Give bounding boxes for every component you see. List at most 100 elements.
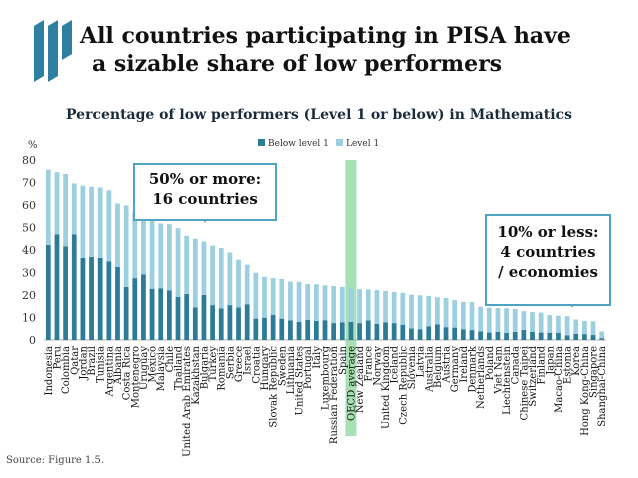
bar-below-level1: [236, 307, 241, 340]
x-tick-label: Kazakhstan: [191, 345, 202, 404]
bar-level1: [71, 183, 77, 235]
callout-right-line-3: / economies: [498, 263, 598, 281]
bar-level1: [599, 331, 605, 339]
x-tick-label: Ireland: [459, 345, 470, 382]
legend-swatch-level1: [336, 139, 343, 146]
bar-below-level1: [426, 326, 432, 340]
x-tick-label: Netherlands: [476, 346, 487, 409]
bar-level1: [89, 186, 94, 257]
bar-below-level1: [279, 318, 285, 340]
bar-level1: [218, 247, 224, 309]
x-tick-label: Singapore: [589, 346, 600, 398]
bar-below-level1: [374, 323, 380, 340]
x-tick-label: Hungary: [260, 346, 271, 391]
bar-below-level1: [270, 315, 276, 340]
bar-below-level1: [71, 234, 77, 340]
bar-level1: [564, 316, 570, 336]
x-tick-label: Slovak Republic: [269, 346, 280, 428]
bar-level1: [262, 276, 267, 318]
bar-level1: [512, 308, 518, 332]
bar-below-level1: [158, 288, 164, 340]
bar-below-level1: [538, 332, 544, 340]
bar-below-level1: [141, 274, 146, 340]
y-tick-label: 40: [22, 244, 36, 257]
x-tick-label: Albania: [113, 346, 124, 385]
bar-below-level1: [383, 322, 388, 340]
bar-level1: [538, 312, 544, 333]
bar-below-level1: [184, 293, 190, 340]
chart-subtitle: Percentage of low performers (Level 1 or…: [66, 107, 572, 123]
bar-level1: [313, 284, 319, 321]
x-tick-label: Romania: [217, 346, 228, 391]
x-tick-label: Croatia: [251, 346, 262, 384]
bar-level1: [158, 223, 164, 289]
bar-level1: [590, 321, 596, 336]
bar-below-level1: [97, 257, 103, 340]
bar-level1: [210, 245, 215, 306]
x-tick-label: Korea: [571, 346, 582, 376]
bar-level1: [288, 281, 293, 321]
bar-level1: [435, 297, 440, 325]
bar-below-level1: [322, 320, 328, 340]
x-tick-label: United States: [295, 346, 306, 415]
bar-below-level1: [166, 290, 172, 340]
bar-level1: [409, 294, 414, 329]
bar-level1: [322, 285, 328, 321]
x-tick-label: Australia: [424, 346, 435, 393]
title-line-1: All countries participating in PISA have: [80, 23, 571, 49]
bar-level1: [106, 190, 112, 262]
x-tick-label: Latvia: [416, 346, 427, 377]
bar-level1: [357, 289, 362, 324]
x-tick-label: Brazil: [87, 346, 98, 376]
x-tick-label: United Kingdom: [381, 345, 392, 429]
bar-level1: [123, 205, 129, 287]
bar-below-level1: [175, 297, 181, 340]
source-note: Source: Figure 1.5.: [6, 455, 105, 466]
x-tick-label: Uruguay: [139, 346, 150, 390]
bar-level1: [184, 235, 190, 294]
bar-below-level1: [530, 331, 535, 340]
bar-below-level1: [365, 320, 371, 340]
bar-level1: [331, 286, 337, 324]
y-tick-label: 60: [22, 199, 36, 212]
x-tick-label: Poland: [485, 345, 496, 380]
x-tick-label: Shanghai-China: [597, 346, 608, 427]
bar-level1: [469, 301, 475, 331]
bar-level1: [417, 295, 423, 330]
bar-level1: [573, 319, 579, 334]
bar-level1: [556, 315, 561, 333]
bar-below-level1: [582, 334, 587, 340]
y-tick-label: 0: [29, 334, 36, 347]
bar-below-level1: [149, 288, 155, 340]
x-tick-label: Bulgaria: [199, 346, 210, 389]
bar-below-level1: [452, 327, 458, 340]
bar-below-level1: [556, 332, 561, 340]
x-tick-label: Macao-China: [554, 346, 565, 413]
callout-right-line-2: 4 countries: [500, 243, 596, 261]
bar-below-level1: [331, 323, 337, 340]
bar-below-level1: [192, 307, 198, 340]
y-tick-label: 30: [22, 267, 36, 280]
bar-level1: [296, 281, 302, 322]
bar-below-level1: [486, 332, 492, 340]
bar-level1: [495, 308, 501, 332]
x-tick-label: Liechtenstein: [502, 345, 513, 414]
x-tick-label: Iceland: [390, 345, 401, 383]
x-tick-label: Norway: [372, 346, 383, 386]
x-tick-label: Japan: [545, 345, 556, 375]
bar-below-level1: [132, 278, 138, 340]
bar-level1: [244, 264, 250, 305]
y-tick-label: 70: [22, 177, 36, 190]
y-axis-unit-label: %: [28, 140, 38, 151]
x-tick-label: Luxembourg: [321, 345, 332, 410]
x-tick-label: Viet Nam: [493, 345, 504, 394]
bar-below-level1: [348, 322, 354, 340]
bar-below-level1: [54, 234, 60, 340]
bar-below-level1: [599, 338, 605, 340]
bar-level1: [270, 278, 276, 316]
bar-below-level1: [547, 332, 553, 340]
x-tick-label: Belgium: [433, 345, 444, 388]
x-tick-label: Qatar: [70, 346, 81, 375]
bar-level1: [504, 308, 509, 333]
x-tick-label: Slovenia: [407, 346, 418, 389]
